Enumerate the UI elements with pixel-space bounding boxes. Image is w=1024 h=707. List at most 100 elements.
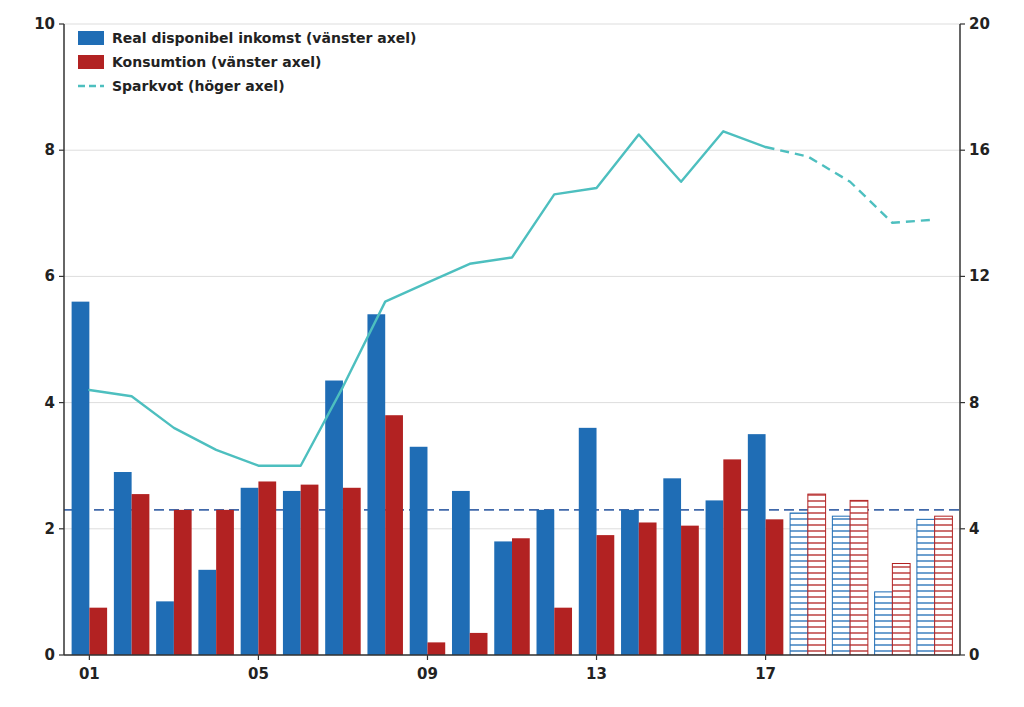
bar <box>681 526 699 655</box>
forecast-bar <box>790 513 808 655</box>
bar <box>216 510 234 655</box>
bar <box>494 541 512 655</box>
legend-item: Sparkvot (höger axel) <box>78 78 285 94</box>
y2-axis-line <box>959 24 961 655</box>
bar <box>723 459 741 655</box>
chart: 01050913170246810048121620Real disponibe… <box>0 0 1024 707</box>
forecast-bar <box>850 500 868 655</box>
y-tick-label: 10 <box>34 15 55 33</box>
y-tick-label: 2 <box>45 520 55 538</box>
bar <box>706 500 724 655</box>
x-tick-label: 17 <box>755 665 776 683</box>
bar <box>512 538 530 655</box>
bar <box>427 642 445 655</box>
legend-swatch <box>78 85 104 87</box>
y2-tick <box>960 150 965 151</box>
y2-tick <box>960 23 965 24</box>
bar <box>301 485 319 655</box>
bar <box>198 570 216 655</box>
y2-tick <box>960 654 965 655</box>
bar <box>410 447 428 655</box>
x-tick <box>765 655 766 660</box>
bar <box>343 488 361 655</box>
y2-tick-label: 12 <box>969 267 990 285</box>
axes: 01050913170246810048121620 <box>34 15 990 683</box>
bar <box>537 510 555 655</box>
y-tick-label: 8 <box>45 141 55 159</box>
bar <box>156 601 174 655</box>
forecast-bar <box>935 516 953 655</box>
x-tick-label: 09 <box>417 665 438 683</box>
bar <box>579 428 597 655</box>
y-tick <box>59 654 64 655</box>
legend: Real disponibel inkomst (vänster axel) Ko… <box>78 30 416 94</box>
grid <box>64 24 960 655</box>
x-tick-label: 01 <box>79 665 100 683</box>
bar <box>748 434 766 655</box>
y-tick <box>59 402 64 403</box>
grid-line <box>64 24 960 25</box>
x-axis-line <box>64 654 960 656</box>
forecast-bar <box>808 494 826 655</box>
x-tick-label: 13 <box>586 665 607 683</box>
bar <box>174 510 192 655</box>
bar <box>132 494 150 655</box>
legend-label: Konsumtion (vänster axel) <box>112 54 321 70</box>
y-tick-label: 0 <box>45 646 55 664</box>
y2-tick <box>960 528 965 529</box>
grid-line <box>64 150 960 151</box>
legend-item: Real disponibel inkomst (vänster axel) <box>78 30 416 46</box>
bar <box>385 415 403 655</box>
bar <box>663 478 681 655</box>
legend-label: Sparkvot (höger axel) <box>112 78 285 94</box>
legend-swatch <box>78 31 104 45</box>
bar-series <box>72 302 935 655</box>
bar <box>470 633 488 655</box>
bar <box>72 302 90 655</box>
y2-tick <box>960 276 965 277</box>
bar <box>89 608 107 655</box>
bar <box>241 488 259 655</box>
y2-tick-label: 4 <box>969 520 979 538</box>
legend-item: Konsumtion (vänster axel) <box>78 54 321 70</box>
bar <box>452 491 470 655</box>
y2-tick-label: 16 <box>969 141 990 159</box>
y-tick-label: 4 <box>45 394 55 412</box>
bar <box>621 510 639 655</box>
x-tick <box>258 655 259 660</box>
y2-tick-label: 8 <box>969 394 979 412</box>
bar <box>283 491 301 655</box>
x-tick <box>427 655 428 660</box>
bar <box>597 535 615 655</box>
grid-line <box>64 276 960 277</box>
y-tick <box>59 150 64 151</box>
y-axis-line <box>63 24 65 655</box>
grid-line <box>64 655 960 656</box>
bar <box>325 381 343 655</box>
legend-swatch <box>78 55 104 69</box>
forecast-bar <box>892 564 910 655</box>
forecast-bar <box>832 516 850 655</box>
plot-area <box>64 131 960 655</box>
legend-label: Real disponibel inkomst (vänster axel) <box>112 30 416 46</box>
bar <box>554 608 572 655</box>
y-tick <box>59 528 64 529</box>
line <box>89 131 765 465</box>
forecast-bar <box>875 592 893 655</box>
y2-tick-label: 0 <box>969 646 979 664</box>
bar <box>639 522 657 655</box>
y-tick-label: 6 <box>45 267 55 285</box>
y-tick <box>59 276 64 277</box>
x-tick <box>596 655 597 660</box>
grid-line <box>64 402 960 403</box>
forecast-bar <box>917 519 935 655</box>
bar <box>114 472 132 655</box>
bar <box>367 314 385 655</box>
y2-tick <box>960 402 965 403</box>
x-tick <box>89 655 90 660</box>
x-tick-label: 05 <box>248 665 269 683</box>
y-tick <box>59 23 64 24</box>
bar <box>258 481 276 655</box>
bar <box>766 519 784 655</box>
forecast-line <box>766 147 935 223</box>
